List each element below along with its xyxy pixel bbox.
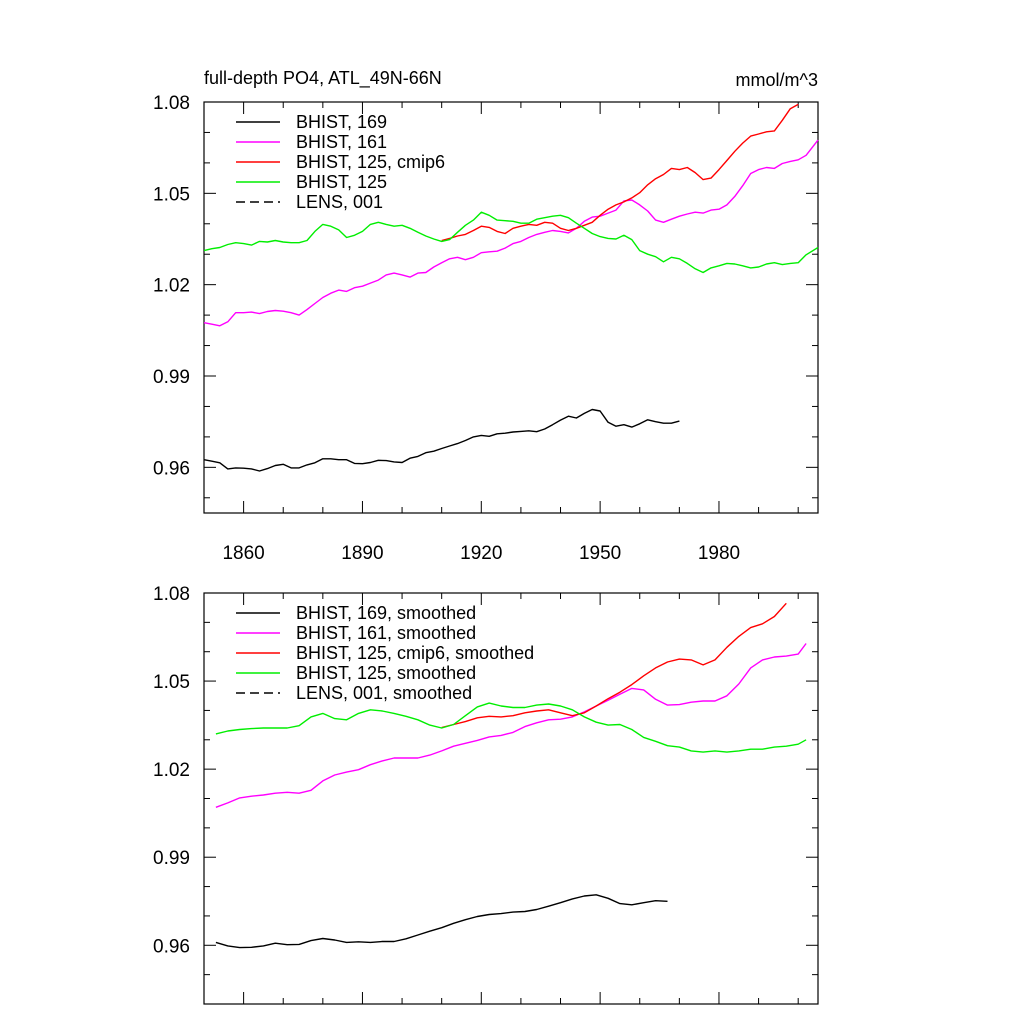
top-panel: full-depth PO4, ATL_49N-66N mmol/m^3 0.9…: [153, 68, 819, 564]
legend-label: LENS, 001: [296, 192, 383, 212]
series-line-bhist-125: [215, 702, 807, 753]
y-tick-label: 0.96: [153, 936, 190, 957]
series-line-bhist-169: [215, 894, 668, 949]
series-line-bhist-125-cmip6: [441, 103, 799, 242]
y-tick-label: 1.02: [153, 760, 190, 781]
legend-label: BHIST, 161, smoothed: [296, 623, 476, 643]
y-tick-label: 1.05: [153, 672, 190, 693]
legend-label: BHIST, 161: [296, 132, 387, 152]
y-tick-label: 1.08: [153, 584, 190, 605]
x-tick-label: 1980: [698, 543, 740, 564]
y-tick-label: 0.96: [153, 458, 190, 479]
legend-label: BHIST, 169: [296, 112, 387, 132]
legend-label: LENS, 001, smoothed: [296, 683, 472, 703]
x-tick-label: 1860: [222, 543, 264, 564]
bottom-panel: 0.96 0.99 1.02 1.05 1.08 BHIST, 169, smoothe…: [153, 584, 819, 1005]
y-tick-label: 1.05: [153, 184, 190, 205]
top-plot-frame: [203, 101, 819, 514]
series-line-bhist-161: [215, 643, 807, 808]
legend-label: BHIST, 125: [296, 172, 387, 192]
y-tick-label: 1.02: [153, 276, 190, 297]
top-title: full-depth PO4, ATL_49N-66N: [204, 68, 442, 89]
x-tick-label: 1950: [579, 543, 621, 564]
series-line-bhist-161: [203, 139, 819, 327]
legend-label: BHIST, 125, cmip6, smoothed: [296, 643, 534, 663]
y-tick-label: 0.99: [153, 848, 190, 869]
legend-label: BHIST, 169, smoothed: [296, 603, 476, 623]
legend-label: BHIST, 125, smoothed: [296, 663, 476, 683]
series-line-bhist-125-cmip6: [441, 602, 787, 729]
y-tick-label: 1.08: [153, 93, 190, 114]
x-tick-label: 1890: [341, 543, 383, 564]
x-tick-label: 1920: [460, 543, 502, 564]
series-line-bhist-169: [203, 408, 680, 472]
legend-label: BHIST, 125, cmip6: [296, 152, 445, 172]
series-line-bhist-125: [203, 211, 819, 274]
y-tick-label: 0.99: [153, 367, 190, 388]
top-units-label: mmol/m^3: [736, 70, 818, 90]
